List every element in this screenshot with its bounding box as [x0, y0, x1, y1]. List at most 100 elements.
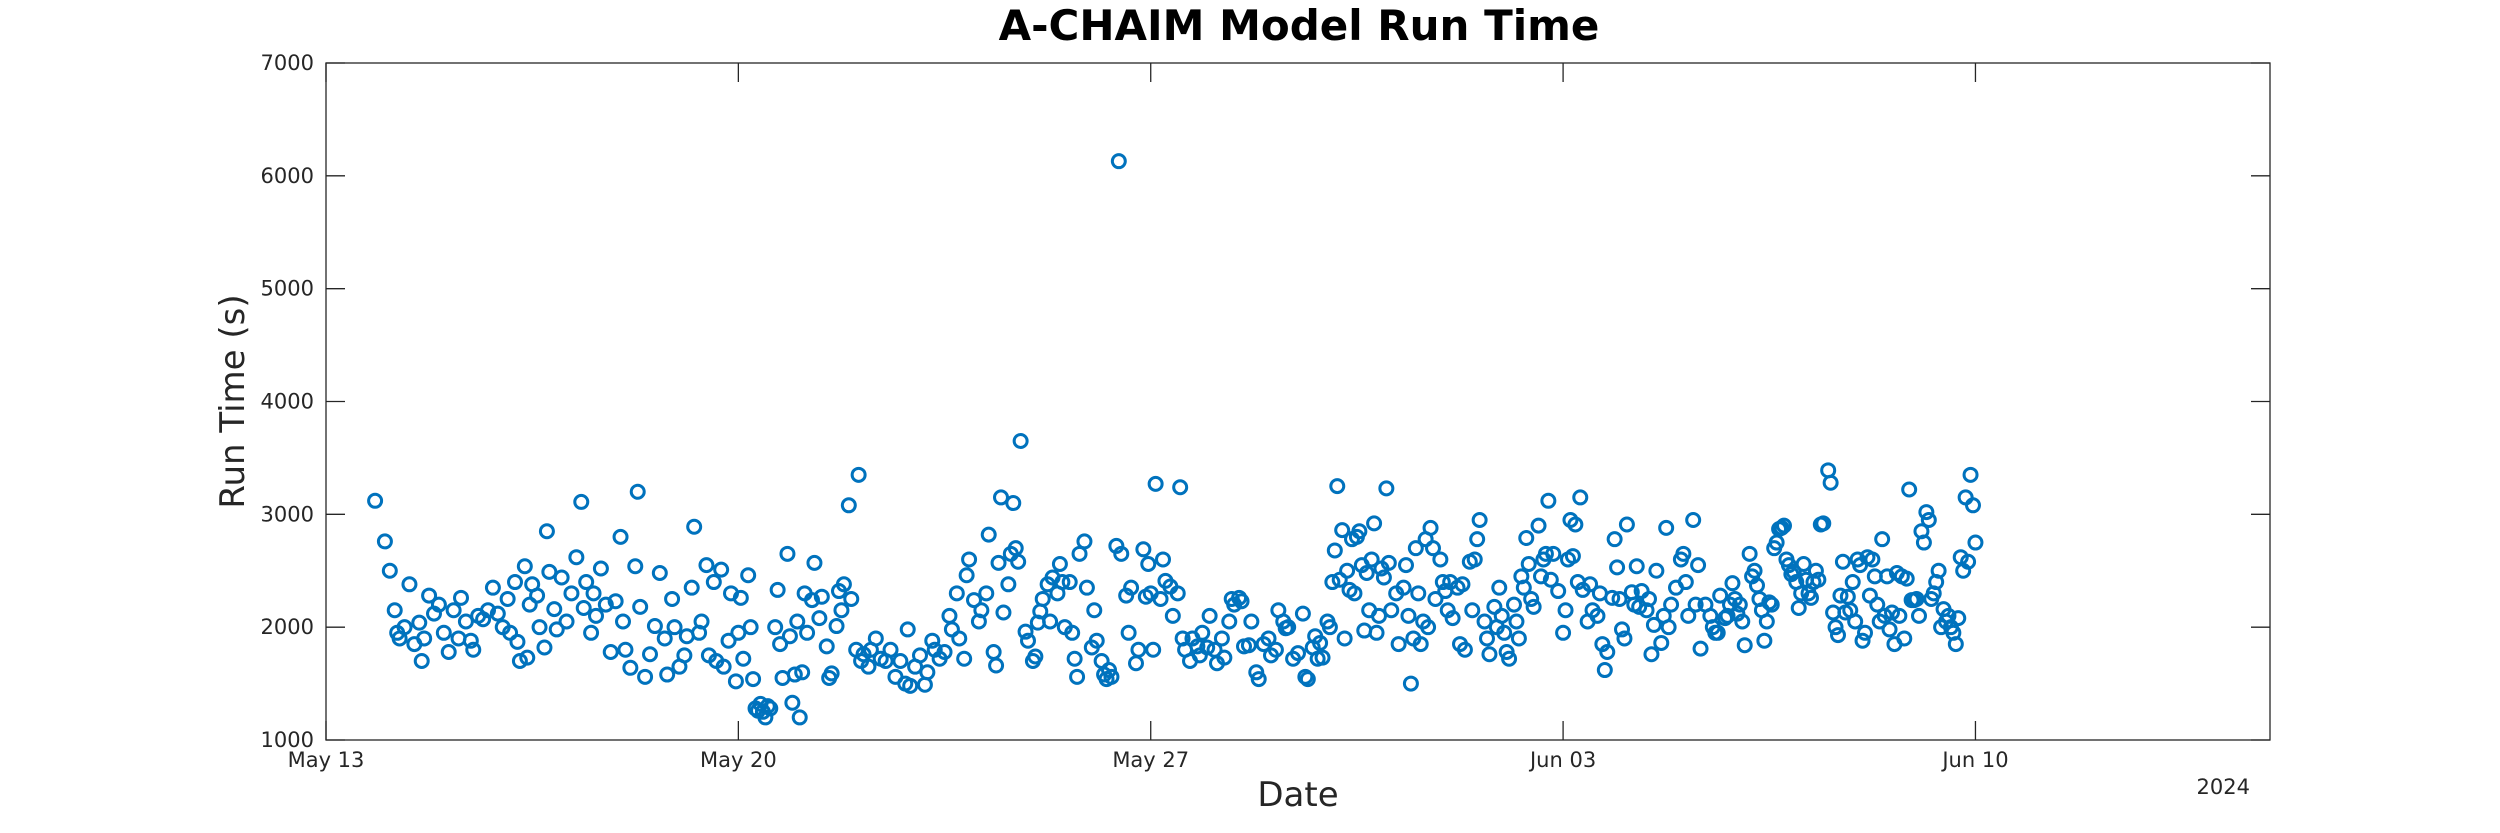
data-point — [651, 565, 668, 582]
data-point — [1066, 650, 1083, 667]
y-tick-label: 1000 — [261, 728, 314, 752]
data-point — [1194, 624, 1211, 641]
data-point — [1020, 632, 1036, 649]
data-point — [840, 497, 857, 514]
data-point — [1476, 613, 1493, 630]
data-point — [401, 576, 418, 593]
data-point — [784, 694, 801, 711]
data-point — [772, 636, 789, 653]
y-tick-label: 4000 — [261, 390, 314, 414]
data-point — [612, 528, 629, 545]
data-point — [1312, 634, 1329, 651]
data-point — [1027, 648, 1044, 665]
data-point — [529, 587, 546, 604]
data-point — [666, 619, 683, 636]
data-point — [1260, 630, 1277, 647]
data-point — [1830, 627, 1846, 644]
data-point — [818, 638, 835, 655]
data-point — [627, 558, 644, 575]
data-point — [1481, 646, 1498, 663]
data-point — [1152, 590, 1169, 607]
data-point — [1773, 519, 1790, 536]
data-point — [376, 533, 393, 550]
data-point — [1454, 576, 1471, 593]
data-point — [1491, 579, 1508, 596]
data-point — [993, 489, 1009, 506]
data-point — [1947, 636, 1964, 653]
data-point — [1920, 511, 1937, 528]
data-point — [1857, 624, 1873, 641]
data-point — [1530, 517, 1547, 534]
data-point — [1525, 598, 1542, 615]
data-point — [421, 587, 438, 604]
data-point — [1680, 607, 1697, 624]
data-point — [1950, 610, 1967, 627]
data-point — [538, 523, 555, 540]
data-point — [1501, 650, 1518, 667]
data-point — [735, 650, 752, 667]
data-point — [1606, 531, 1623, 548]
data-point — [1960, 553, 1977, 570]
chart-title: A-CHAIM Model Run Time — [999, 1, 1600, 50]
data-point — [462, 632, 479, 649]
data-point — [1807, 562, 1824, 579]
data-point — [1609, 559, 1626, 576]
data-point — [1064, 624, 1081, 641]
data-point — [948, 585, 965, 602]
data-point — [720, 632, 737, 649]
data-point — [1375, 569, 1392, 586]
data-point — [656, 630, 673, 647]
data-point — [1572, 489, 1589, 506]
data-point — [715, 658, 732, 675]
data-point — [430, 596, 447, 613]
data-point — [1469, 531, 1486, 548]
data-point — [1412, 636, 1429, 653]
data-point — [1314, 649, 1331, 666]
data-point — [740, 567, 757, 584]
data-point — [713, 561, 730, 578]
data-point — [1324, 574, 1341, 591]
data-point — [1518, 530, 1535, 547]
data-point — [1520, 555, 1537, 572]
data-point — [1533, 568, 1549, 585]
data-point — [509, 633, 526, 650]
data-point — [1785, 563, 1802, 580]
data-point — [1523, 590, 1540, 607]
data-point — [1508, 613, 1525, 630]
data-point — [1172, 479, 1189, 496]
data-point — [1962, 466, 1979, 483]
data-point — [1540, 492, 1557, 509]
data-point — [811, 610, 828, 627]
data-point — [642, 646, 658, 663]
data-point — [1834, 553, 1851, 570]
data-point — [956, 650, 973, 667]
data-point — [867, 630, 884, 647]
data-point — [585, 585, 602, 602]
y-tick-label: 5000 — [261, 277, 314, 301]
data-point — [1368, 624, 1385, 641]
data-point — [548, 621, 565, 638]
data-point — [961, 551, 978, 568]
x-tick-label: May 20 — [700, 748, 777, 772]
data-point — [367, 492, 384, 509]
data-point — [583, 624, 600, 641]
data-point — [1542, 571, 1559, 588]
y-tick-label: 6000 — [261, 164, 314, 188]
data-point — [1611, 590, 1628, 607]
data-point — [1510, 630, 1527, 647]
data-point — [973, 602, 990, 619]
data-point — [1709, 624, 1726, 641]
data-point — [1078, 579, 1095, 596]
data-point — [1420, 619, 1437, 636]
x-tick-label: Jun 03 — [1528, 748, 1596, 772]
data-point — [1776, 517, 1792, 534]
data-point — [1297, 668, 1314, 685]
data-point — [1363, 551, 1380, 568]
scatter-series — [367, 153, 1984, 726]
data-point — [1677, 574, 1694, 591]
data-point — [919, 664, 936, 681]
data-point — [531, 619, 548, 636]
data-point — [799, 624, 816, 641]
data-point — [1822, 474, 1839, 491]
